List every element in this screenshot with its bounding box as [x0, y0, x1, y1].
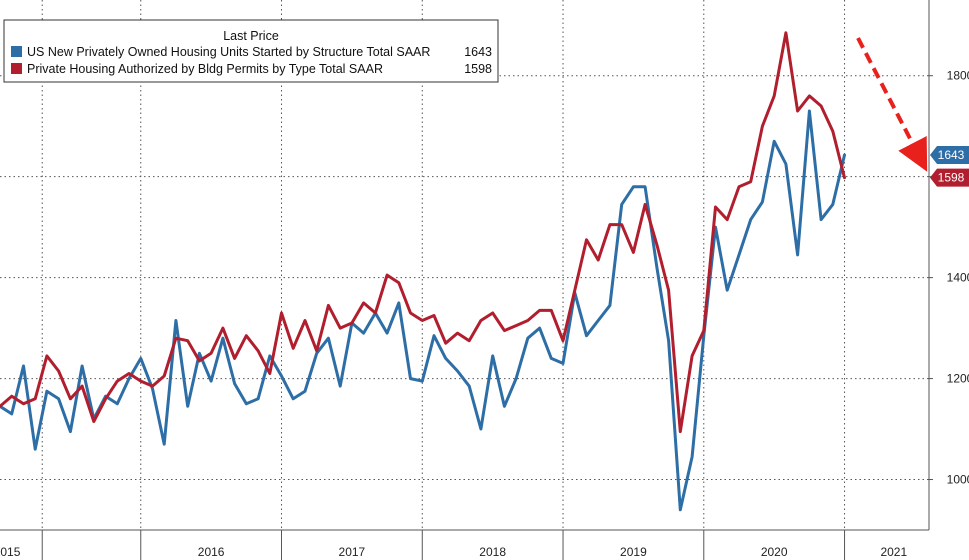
series-line-housing-starts	[0, 109, 846, 512]
grid	[0, 0, 929, 530]
y-tick-label-1000: 1000	[947, 473, 969, 487]
series-lines	[0, 31, 846, 512]
x-tick-label-2015: 2015	[0, 545, 21, 559]
x-tick-label-2020: 2020	[761, 545, 788, 559]
x-tick-label-2016: 2016	[198, 545, 225, 559]
last-price-value-building-permits: 1598	[938, 171, 965, 185]
x-tick-label-2017: 2017	[339, 545, 366, 559]
legend-title: Last Price	[223, 29, 279, 43]
legend: Last Price US New Privately Owned Housin…	[3, 19, 499, 83]
last-price-tag-housing-starts	[930, 145, 969, 164]
legend-label-building-permits: Private Housing Authorized by Bldg Permi…	[27, 62, 383, 76]
legend-swatch-housing-starts	[11, 46, 22, 57]
y-tick-label-1200: 1200	[947, 372, 969, 386]
legend-value-building-permits: 1598	[464, 62, 492, 76]
legend-box	[3, 19, 499, 83]
last-price-value-housing-starts: 1643	[938, 148, 965, 162]
legend-swatch-building-permits	[11, 63, 22, 74]
x-tick-label-2018: 2018	[479, 545, 506, 559]
x-tick-label-2019: 2019	[620, 545, 647, 559]
legend-value-housing-starts: 1643	[464, 45, 492, 59]
trend-arrow-annotation	[856, 37, 928, 172]
x-tick-label-2021: 2021	[880, 545, 907, 559]
y-axis-ticks: 10001200140016001800	[929, 69, 969, 487]
y-tick-label-1400: 1400	[947, 271, 969, 285]
legend-label-housing-starts: US New Privately Owned Housing Units Sta…	[27, 45, 430, 59]
last-price-tags: 1643 1598	[930, 145, 969, 187]
last-price-tag-building-permits	[930, 168, 969, 187]
x-axis-ticks: 2015 2016 2017 2018 2019 2020 2021	[0, 530, 907, 560]
series-line-building-permits	[0, 31, 846, 434]
